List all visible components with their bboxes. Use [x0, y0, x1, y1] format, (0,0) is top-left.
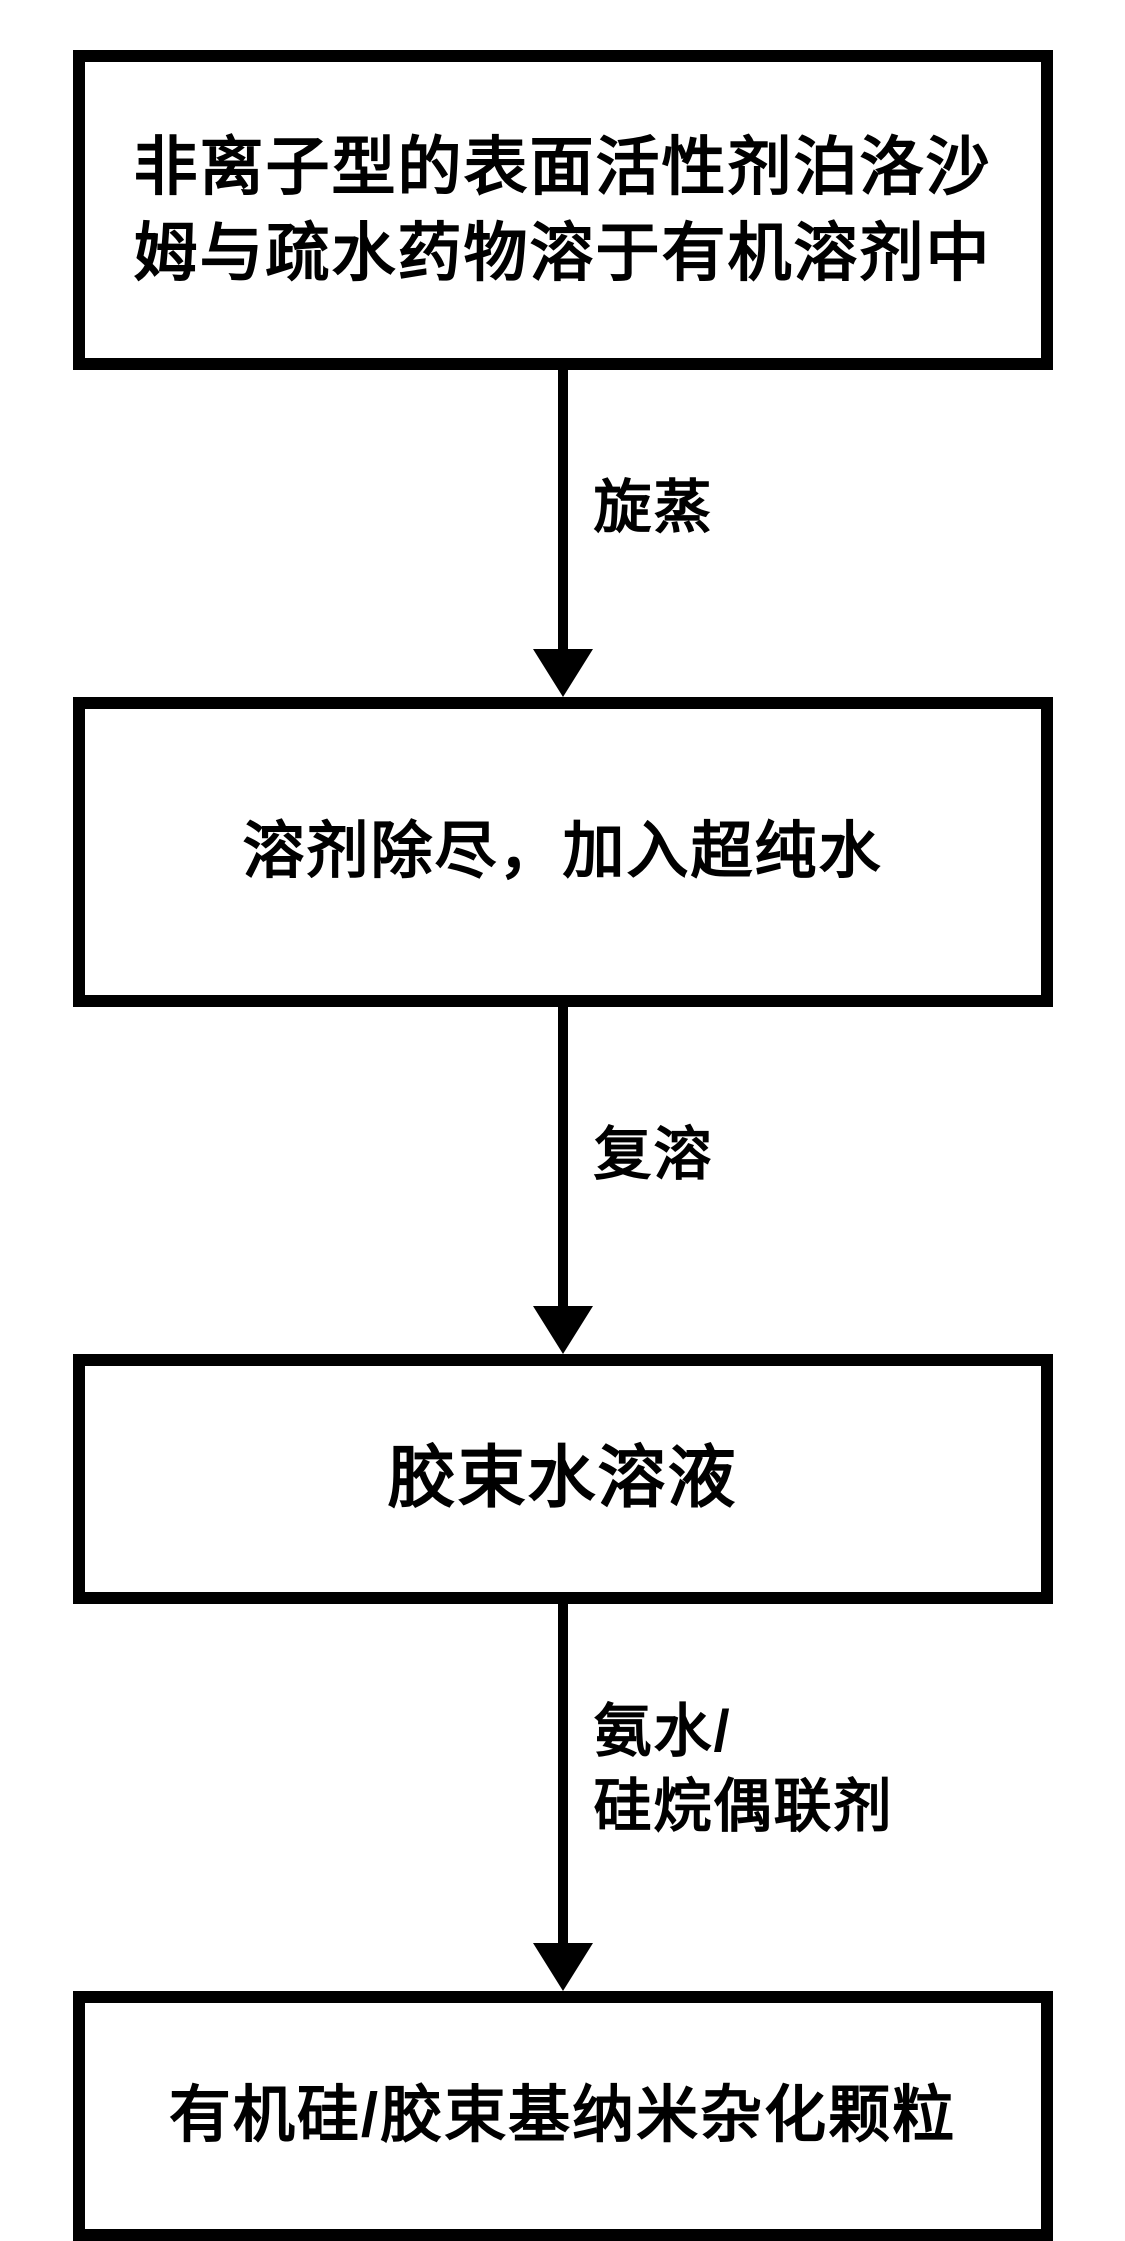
flow-box-step-1: 非离子型的表面活性剂泊洛沙姆与疏水药物溶于有机溶剂中: [73, 50, 1053, 370]
flow-box-step-3: 胶束水溶液: [73, 1354, 1053, 1604]
arrow-head-icon: [533, 649, 593, 697]
arrow-label: 复溶: [594, 1117, 714, 1192]
flow-box-step-2: 溶剂除尽，加入超纯水: [73, 697, 1053, 1007]
flow-box-text: 非离子型的表面活性剂泊洛沙姆与疏水药物溶于有机溶剂中: [115, 124, 1011, 297]
arrow-line: [558, 1007, 568, 1307]
arrow-head-icon: [533, 1306, 593, 1354]
flow-arrow-1: 旋蒸: [533, 370, 593, 697]
arrow-head-icon: [533, 1943, 593, 1991]
flow-box-text: 有机硅/胶束基纳米杂化颗粒: [169, 2074, 956, 2158]
arrow-label: 旋蒸: [594, 470, 714, 545]
arrow-label: 氨水/硅烷偶联剂: [594, 1694, 994, 1845]
arrow-line: [558, 370, 568, 650]
flow-box-text: 溶剂除尽，加入超纯水: [242, 810, 882, 894]
flow-box-text: 胶束水溶液: [387, 1433, 737, 1525]
flow-arrow-2: 复溶: [533, 1007, 593, 1354]
flow-arrow-3: 氨水/硅烷偶联剂: [533, 1604, 593, 1991]
arrow-line: [558, 1604, 568, 1944]
flowchart-container: 非离子型的表面活性剂泊洛沙姆与疏水药物溶于有机溶剂中 旋蒸 溶剂除尽，加入超纯水…: [73, 50, 1053, 2241]
flow-box-step-4: 有机硅/胶束基纳米杂化颗粒: [73, 1991, 1053, 2241]
